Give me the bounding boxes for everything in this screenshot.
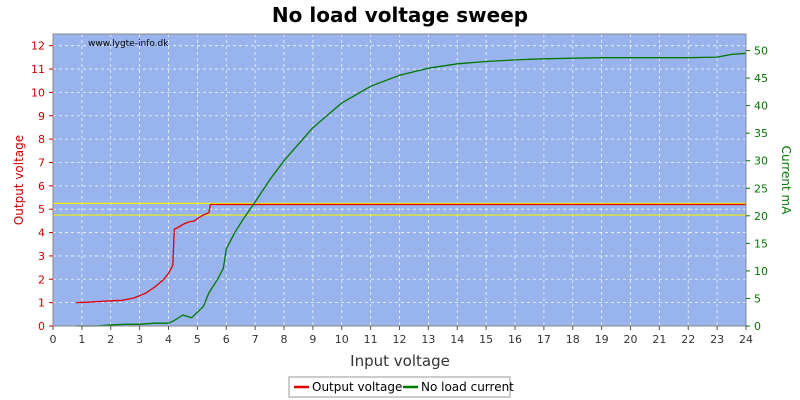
y-left-tick-label: 9 [38, 110, 45, 123]
x-tick-label: 21 [652, 333, 666, 346]
y-left-tick-label: 2 [38, 273, 45, 286]
reference-lines [53, 202, 746, 216]
legend-label-no-load-current: No load current [421, 380, 514, 394]
grid [53, 34, 746, 326]
chart-title: No load voltage sweep [272, 3, 528, 27]
y-right-tick-label: 0 [754, 320, 761, 333]
y-left-tick-label: 1 [38, 297, 45, 310]
series-line-no-load-current [76, 52, 747, 327]
y-right-tick-label: 40 [754, 100, 768, 113]
x-tick-label: 3 [136, 333, 143, 346]
x-axis-label: Input voltage [350, 352, 450, 370]
y-axis-left-label: Output voltage [12, 135, 26, 225]
y-left-tick-label: 11 [31, 63, 45, 76]
y-left-tick-label: 8 [38, 133, 45, 146]
y-right-tick-label: 10 [754, 265, 768, 278]
y-axis-right-label: Current mA [779, 146, 793, 216]
y-right-tick-label: 25 [754, 182, 768, 195]
y-right-tick-label: 20 [754, 210, 768, 223]
x-axis: 0 1 2 3 4 5 6 7 8 9 10 11 12 13 14 15 16 17 18 19 20 21 22 23 24 [50, 326, 753, 346]
x-tick-label: 20 [624, 333, 638, 346]
x-tick-label: 10 [335, 333, 349, 346]
y-left-tick-label: 10 [31, 86, 45, 99]
y-left-tick-label: 3 [38, 250, 45, 263]
y-axis-right: 0 5 10 15 20 25 30 35 40 45 50 [746, 45, 768, 333]
y-left-tick-label: 7 [38, 156, 45, 169]
x-tick-label: 17 [537, 333, 551, 346]
y-left-tick-label: 4 [38, 227, 45, 240]
y-left-tick-label: 12 [31, 40, 45, 53]
y-right-tick-label: 50 [754, 45, 768, 58]
x-tick-label: 24 [739, 333, 753, 346]
x-tick-label: 22 [681, 333, 695, 346]
y-right-tick-label: 35 [754, 127, 768, 140]
x-tick-label: 14 [450, 333, 464, 346]
x-tick-label: 8 [281, 333, 288, 346]
x-tick-label: 4 [165, 333, 172, 346]
x-tick-label: 18 [566, 333, 580, 346]
y-left-tick-label: 5 [38, 203, 45, 216]
y-left-tick-label: 0 [38, 320, 45, 333]
x-tick-label: 16 [508, 333, 522, 346]
x-tick-label: 6 [223, 333, 230, 346]
x-tick-label: 9 [309, 333, 316, 346]
x-tick-label: 2 [107, 333, 114, 346]
x-tick-label: 1 [78, 333, 85, 346]
x-tick-label: 13 [421, 333, 435, 346]
y-left-tick-label: 6 [38, 180, 45, 193]
series-line-output-voltage [76, 203, 746, 304]
x-tick-label: 23 [710, 333, 724, 346]
legend-label-output-voltage: Output voltage [312, 380, 402, 394]
legend: Output voltage No load current [288, 376, 514, 398]
legend-box [288, 376, 511, 398]
y-right-tick-label: 5 [754, 292, 761, 305]
y-right-tick-label: 15 [754, 237, 768, 250]
x-tick-label: 19 [595, 333, 609, 346]
y-right-tick-label: 30 [754, 155, 768, 168]
watermark: www.lygte-info.dk [88, 39, 169, 49]
x-tick-label: 11 [364, 333, 378, 346]
x-tick-label: 12 [393, 333, 407, 346]
x-tick-label: 7 [252, 333, 259, 346]
series-lines [76, 52, 747, 327]
x-tick-label: 15 [479, 333, 493, 346]
x-tick-label: 5 [194, 333, 201, 346]
x-tick-label: 0 [50, 333, 57, 346]
y-right-tick-label: 45 [754, 72, 768, 85]
